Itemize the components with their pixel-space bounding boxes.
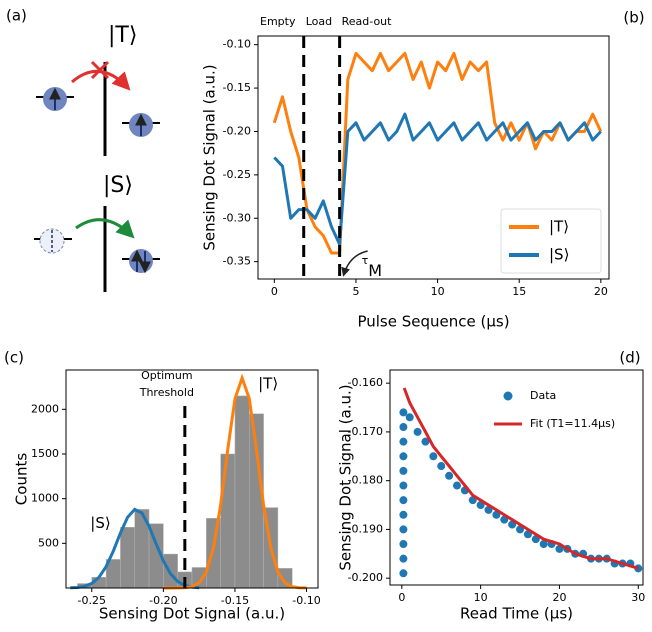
legend-swatch — [503, 391, 513, 401]
y-tick-label: 2000 — [31, 402, 59, 415]
legend-label: |T⟩ — [549, 218, 569, 236]
bar — [206, 518, 221, 589]
y-tick-label: -0.35 — [223, 255, 251, 268]
y-tick-label: 500 — [38, 536, 59, 549]
annotation-subscript: M — [368, 261, 382, 280]
x-tick-label: 0 — [398, 591, 405, 604]
panel-label: (c) — [4, 349, 24, 367]
data-point — [399, 466, 408, 475]
data-point — [399, 540, 408, 549]
data-point — [445, 471, 454, 480]
plot-frame — [389, 369, 644, 586]
plot-frame — [257, 35, 610, 280]
series-line — [272, 51, 603, 255]
bar — [234, 395, 250, 589]
y-tick-label: 1000 — [31, 492, 59, 505]
data-point — [539, 540, 548, 549]
legend-label: |S⟩ — [549, 246, 569, 264]
fit-line — [402, 387, 639, 570]
legend-label: Fit (T1=11.4μs) — [530, 417, 615, 430]
fit-curve — [70, 507, 200, 590]
series-line — [273, 112, 602, 246]
curve-label: |T⟩ — [258, 375, 278, 393]
x-tick-label: 10 — [431, 285, 445, 298]
x-tick-label: 10 — [474, 591, 488, 604]
curve-label: |S⟩ — [90, 514, 110, 532]
data-point — [399, 510, 408, 519]
legend-label: Data — [530, 389, 556, 402]
electron — [129, 249, 153, 273]
x-tick-label: -0.20 — [149, 594, 177, 607]
data-point — [399, 423, 408, 432]
panel-a: (a) |T⟩ |S⟩ — [6, 7, 160, 292]
x-tick-label: -0.10 — [292, 594, 320, 607]
fit-curve — [163, 373, 307, 590]
data-point — [399, 569, 408, 578]
panel-label: (b) — [623, 9, 644, 27]
panel-label: (d) — [619, 349, 640, 367]
data-point — [399, 408, 408, 417]
y-tick-label: -0.180 — [348, 474, 383, 487]
y-tick-label: -0.30 — [223, 211, 251, 224]
bar — [220, 453, 236, 589]
annotation-arrow — [341, 250, 368, 277]
region-label: Empty — [260, 15, 296, 28]
x-tick-label: 15 — [512, 285, 526, 298]
state-label: |S⟩ — [103, 173, 133, 198]
data-point — [399, 496, 408, 505]
x-tick-label: -0.15 — [221, 594, 249, 607]
y-tick-label: -0.20 — [223, 124, 251, 137]
x-tick-label: 5 — [352, 285, 359, 298]
x-axis-label: Sensing Dot Signal (a.u.) — [99, 605, 285, 623]
data-point — [399, 452, 408, 461]
state-label: |T⟩ — [108, 23, 137, 48]
data-point — [399, 525, 408, 534]
y-tick-label: -0.25 — [223, 168, 251, 181]
plot-frame — [65, 369, 319, 589]
y-tick-label: 1500 — [31, 447, 59, 460]
data-point — [405, 413, 414, 422]
data-point — [399, 481, 408, 490]
x-tick-label: 20 — [594, 285, 608, 298]
data-point — [421, 437, 430, 446]
y-axis-label: Sensing Dot Signal (a.u.) — [201, 64, 219, 250]
threshold-label: Optimum — [141, 369, 192, 382]
y-tick-label: -0.190 — [348, 522, 383, 535]
region-label: Read-out — [342, 15, 393, 28]
x-axis-label: Pulse Sequence (μs) — [357, 313, 509, 331]
x-tick-label: 0 — [271, 285, 278, 298]
y-axis-label: Sensing Dot Signal (a.u.) — [337, 384, 355, 570]
x-axis-label: Read Time (μs) — [460, 605, 573, 623]
threshold-label: Threshold — [139, 386, 194, 399]
y-tick-label: -0.10 — [223, 38, 251, 51]
data-point — [437, 462, 446, 471]
y-axis-label: Counts — [13, 453, 31, 506]
annotation: τM — [362, 254, 382, 280]
x-tick-label: 20 — [552, 591, 566, 604]
data-point — [413, 427, 422, 436]
y-tick-label: -0.160 — [348, 376, 383, 389]
x-tick-label: 30 — [631, 591, 645, 604]
tunnel-arrow — [75, 218, 135, 239]
bar — [120, 526, 135, 589]
data-point — [429, 452, 438, 461]
y-tick-label: -0.15 — [223, 81, 251, 94]
annotation-symbol: τ — [362, 254, 369, 267]
data-point — [399, 554, 408, 563]
cross — [90, 60, 110, 80]
y-tick-label: -0.170 — [348, 425, 383, 438]
blocked-arrow — [71, 69, 131, 91]
data-point — [399, 437, 408, 446]
y-tick-label: -0.200 — [348, 571, 383, 584]
x-tick-label: -0.25 — [78, 594, 106, 607]
data-point — [452, 481, 461, 490]
region-label: Load — [306, 15, 332, 28]
panel-label: (a) — [6, 7, 27, 25]
